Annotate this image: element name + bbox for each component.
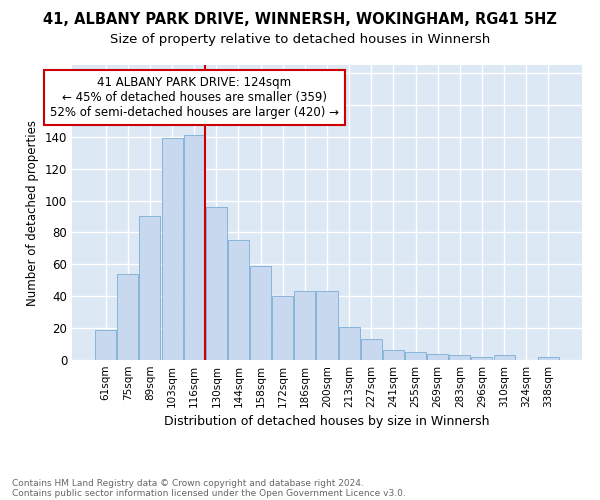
Bar: [316, 292, 338, 360]
Bar: [383, 350, 404, 360]
Bar: [184, 135, 205, 360]
Bar: [472, 357, 493, 360]
Text: Size of property relative to detached houses in Winnersh: Size of property relative to detached ho…: [110, 32, 490, 46]
Text: Contains public sector information licensed under the Open Government Licence v3: Contains public sector information licen…: [12, 488, 406, 498]
Bar: [405, 352, 426, 360]
Bar: [272, 296, 293, 360]
Bar: [494, 355, 515, 360]
Bar: [250, 266, 271, 360]
Text: 41 ALBANY PARK DRIVE: 124sqm
← 45% of detached houses are smaller (359)
52% of s: 41 ALBANY PARK DRIVE: 124sqm ← 45% of de…: [50, 76, 339, 119]
Bar: [118, 274, 139, 360]
Bar: [228, 240, 249, 360]
Bar: [449, 355, 470, 360]
Y-axis label: Number of detached properties: Number of detached properties: [26, 120, 39, 306]
Bar: [338, 326, 359, 360]
Bar: [139, 216, 160, 360]
X-axis label: Distribution of detached houses by size in Winnersh: Distribution of detached houses by size …: [164, 416, 490, 428]
Bar: [161, 138, 182, 360]
Bar: [427, 354, 448, 360]
Text: Contains HM Land Registry data © Crown copyright and database right 2024.: Contains HM Land Registry data © Crown c…: [12, 478, 364, 488]
Text: 41, ALBANY PARK DRIVE, WINNERSH, WOKINGHAM, RG41 5HZ: 41, ALBANY PARK DRIVE, WINNERSH, WOKINGH…: [43, 12, 557, 28]
Bar: [206, 207, 227, 360]
Bar: [538, 357, 559, 360]
Bar: [295, 292, 316, 360]
Bar: [361, 340, 382, 360]
Bar: [95, 330, 116, 360]
